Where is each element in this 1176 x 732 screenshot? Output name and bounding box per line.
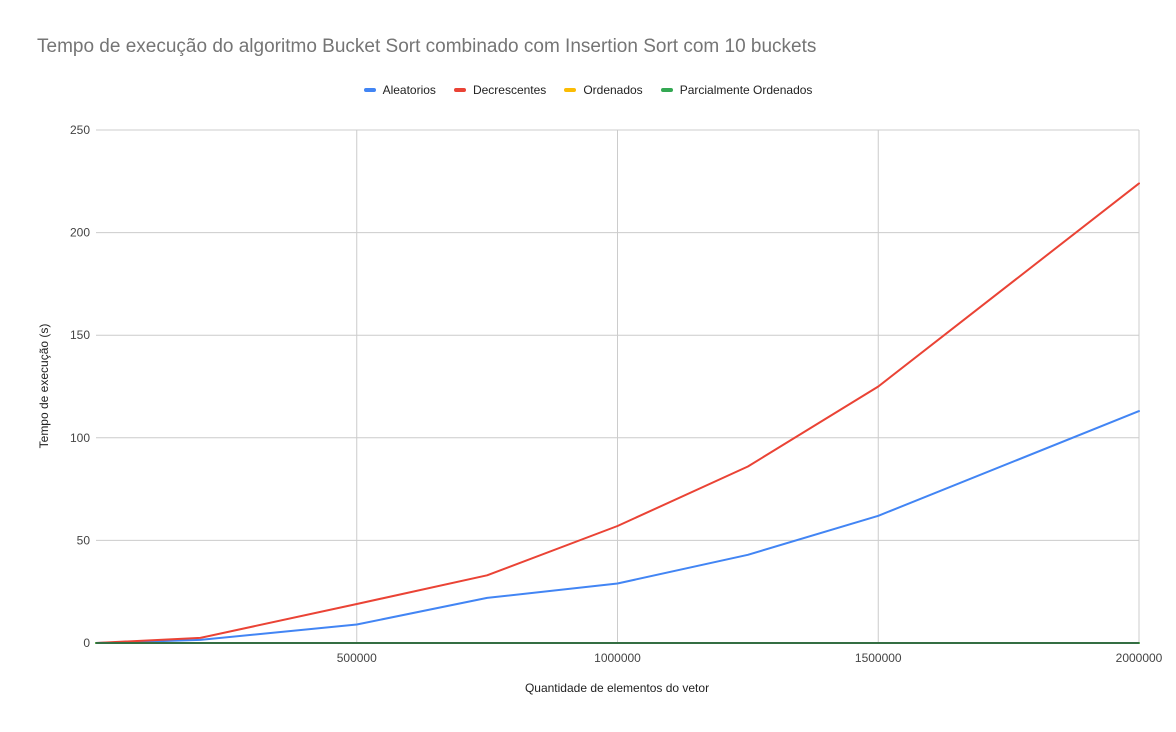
x-tick-label: 1000000 xyxy=(594,651,641,665)
series-line-decrescentes xyxy=(95,182,1140,644)
y-tick-label: 200 xyxy=(70,226,90,240)
legend-label: Parcialmente Ordenados xyxy=(679,83,813,97)
chart-legend: Aleatorios Decrescentes Ordenados Parcia… xyxy=(0,83,1176,97)
x-tick-label: 2000000 xyxy=(1116,651,1163,665)
x-axis-title: Quantidade de elementos do vetor xyxy=(525,681,709,695)
chart-title: Tempo de execução do algoritmo Bucket So… xyxy=(37,36,817,57)
legend-swatch xyxy=(363,88,376,92)
series-line-aleatorios xyxy=(95,410,1140,644)
y-tick-label: 0 xyxy=(83,636,90,650)
tick-labels: 0 50 100 150 200 250 500000 1000000 1500000 20000… xyxy=(70,123,1163,665)
y-tick-label: 50 xyxy=(77,533,91,547)
x-tick-label: 1500000 xyxy=(855,651,902,665)
y-tick-label: 100 xyxy=(70,431,90,445)
legend-item-decrescentes[interactable]: Decrescentes xyxy=(453,83,547,97)
legend-label: Aleatorios xyxy=(382,83,436,97)
y-tick-label: 150 xyxy=(70,328,90,342)
legend-item-aleatorios[interactable]: Aleatorios xyxy=(363,83,436,97)
grid xyxy=(96,129,1140,643)
y-axis-title: Tempo de execução (s) xyxy=(37,324,51,449)
legend-swatch xyxy=(660,88,673,92)
legend-label: Decrescentes xyxy=(472,83,547,97)
legend-item-parcialmente-ordenados[interactable]: Parcialmente Ordenados xyxy=(660,83,813,97)
y-tick-label: 250 xyxy=(70,123,90,137)
legend-item-ordenados[interactable]: Ordenados xyxy=(564,83,643,97)
legend-label: Ordenados xyxy=(583,83,643,97)
legend-swatch xyxy=(564,88,577,92)
legend-swatch xyxy=(453,88,466,92)
x-tick-label: 500000 xyxy=(337,651,377,665)
